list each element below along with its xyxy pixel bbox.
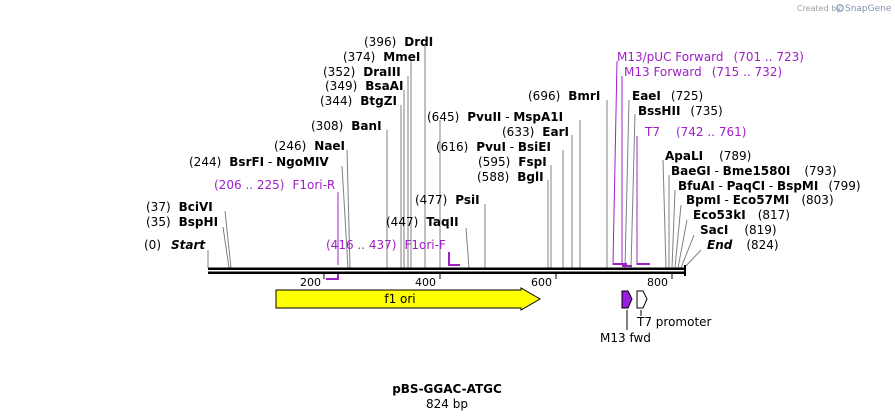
- site-bsshii[interactable]: BssHII (735): [638, 104, 723, 118]
- m13-fwd-arrow: [621, 290, 633, 309]
- primer-m13-forward[interactable]: M13 Forward (715 .. 732): [624, 65, 782, 79]
- site-bfuai-paqci-bspmi[interactable]: BfuAI - PaqCI - BspMI (799): [678, 179, 861, 193]
- site-lines: [207, 46, 702, 269]
- site-bcivi[interactable]: (37) BciVI: [146, 200, 213, 214]
- primer-t7[interactable]: T7 (742 .. 761): [644, 125, 746, 139]
- primer-m13-puc-forward[interactable]: M13/pUC Forward (701 .. 723): [617, 50, 804, 64]
- plasmid-title: pBS-GGAC-ATGC: [392, 382, 502, 396]
- watermark-prefix: Created by: [797, 4, 841, 13]
- primer-mark-f1ori-f: [448, 252, 460, 266]
- site-bpmi-eco57mi[interactable]: BpmI - Eco57MI (803): [686, 193, 834, 207]
- site-eaei[interactable]: EaeI (725): [632, 89, 703, 103]
- site-drdi[interactable]: (396) DrdI: [364, 35, 433, 49]
- f1-ori-label: f1 ori: [384, 292, 415, 306]
- site-bani[interactable]: (308) BanI: [311, 119, 382, 133]
- site-baegi-bme1580i[interactable]: BaeGI - Bme1580I (793): [671, 164, 837, 178]
- site-pvui-bsiei[interactable]: (616) PvuI - BsiEI: [436, 140, 551, 154]
- site-end[interactable]: End (824): [707, 238, 779, 252]
- tick-400: 400: [415, 276, 436, 289]
- tick-800: 800: [647, 276, 668, 289]
- primer-marks: [326, 252, 650, 280]
- primer-mark-f1ori-r: [326, 273, 339, 280]
- plasmid-length: 824 bp: [426, 397, 468, 411]
- site-mmei[interactable]: (374) MmeI: [343, 50, 420, 64]
- site-bsrfi-ngomiv[interactable]: (244) BsrFI - NgoMIV: [189, 155, 329, 169]
- site-eari[interactable]: (633) EarI: [502, 125, 569, 139]
- feature-m13-fwd[interactable]: M13 fwd: [600, 290, 651, 345]
- watermark-brand: SnapGene: [845, 4, 892, 14]
- primer-lines: [337, 60, 638, 266]
- site-start-name: Start: [171, 238, 206, 252]
- site-psii[interactable]: (477) PsiI: [415, 193, 480, 207]
- f1-ori-arrow: [275, 287, 541, 311]
- site-naei[interactable]: (246) NaeI: [274, 139, 345, 153]
- feature-t7-promoter[interactable]: T7 promoter: [636, 290, 712, 329]
- primer-f1ori-f[interactable]: (416 .. 437) F1ori-F: [326, 238, 446, 252]
- site-saci[interactable]: SacI (819): [700, 223, 777, 237]
- tick-200: 200: [300, 276, 321, 289]
- site-eco53ki[interactable]: Eco53kI (817): [693, 208, 790, 222]
- site-bsaai[interactable]: (349) BsaAI: [325, 79, 403, 93]
- site-pvuii-mspa1i[interactable]: (645) PvuII - MspA1I: [427, 110, 563, 124]
- feature-f1-ori[interactable]: f1 ori: [275, 287, 541, 311]
- m13-fwd-label: M13 fwd: [600, 331, 651, 345]
- site-bmri[interactable]: (696) BmrI: [528, 89, 600, 103]
- t7-promoter-arrow: [636, 290, 648, 309]
- site-apali[interactable]: ApaLI (789): [665, 149, 751, 163]
- site-draiii[interactable]: (352) DraIII: [323, 65, 401, 79]
- site-start[interactable]: (0) Start: [144, 238, 206, 252]
- site-btgzi[interactable]: (344) BtgZI: [320, 94, 397, 108]
- primer-f1ori-r[interactable]: (206 .. 225) F1ori-R: [214, 178, 335, 192]
- site-bgli[interactable]: (588) BglI: [477, 170, 544, 184]
- t7-promoter-label: T7 promoter: [636, 315, 712, 329]
- tick-600: 600: [531, 276, 552, 289]
- axis-ticks: 200 400 600 800: [300, 274, 673, 289]
- site-taqii[interactable]: (447) TaqII: [386, 215, 459, 229]
- snapgene-logo-icon: [836, 4, 844, 12]
- site-start-pos: (0): [144, 238, 161, 252]
- site-fspi[interactable]: (595) FspI: [478, 155, 547, 169]
- backbone: [208, 265, 686, 276]
- site-bsphi[interactable]: (35) BspHI: [146, 215, 218, 229]
